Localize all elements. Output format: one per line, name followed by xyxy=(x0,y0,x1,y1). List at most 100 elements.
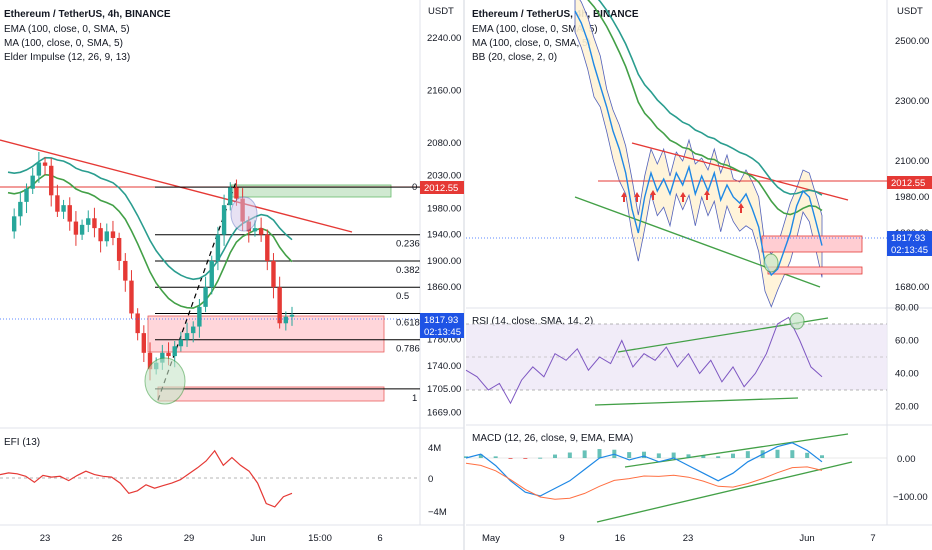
fib-level-label: 0.5 xyxy=(396,291,409,302)
right-rsi-line xyxy=(465,316,823,405)
right-bollinger-band xyxy=(574,0,823,308)
candle-body xyxy=(18,201,23,217)
right-rsi-circle-marker xyxy=(789,312,805,330)
left-price-tick: 1740.00 xyxy=(427,361,461,372)
candle-body xyxy=(141,333,147,353)
left-efi-label[interactable]: EFI (13) xyxy=(4,437,40,448)
candle-body xyxy=(36,162,42,176)
left-price-tick: 1705.00 xyxy=(427,384,461,395)
candle-body xyxy=(24,188,29,202)
left-price-tag xyxy=(420,313,464,338)
right-time-axis[interactable]: May 9 16 23 Jun 7 xyxy=(482,533,876,544)
up-arrow-marker xyxy=(704,190,710,200)
macd-histogram-bar xyxy=(656,453,661,458)
right-price-tick: 2100.00 xyxy=(895,156,929,167)
candle-body xyxy=(42,162,48,166)
left-time-tick: 23 xyxy=(40,533,51,544)
candle-body xyxy=(49,165,54,196)
left-price-tick: 1669.00 xyxy=(427,408,461,419)
left-price-tick: 1780.00 xyxy=(427,335,461,346)
candle-body xyxy=(79,224,85,235)
left-price-tick: 2240.00 xyxy=(427,33,461,44)
candle-body xyxy=(30,175,35,189)
candle-body xyxy=(104,231,109,242)
right-indicator-ema[interactable]: EMA (100, close, 0, SMA, 5) xyxy=(472,24,598,35)
left-price-axis[interactable]: 2240.00 2160.00 2080.00 2030.00 1980.00 1940.… xyxy=(427,33,461,419)
right-red-zone-lower xyxy=(767,266,863,275)
left-time-axis[interactable]: 23 26 29 Jun 15:00 6 xyxy=(40,533,383,544)
right-rsi-tick: 80.00 xyxy=(895,303,919,314)
candle-body xyxy=(86,218,91,225)
candle-body xyxy=(271,260,276,288)
macd-histogram-bar xyxy=(553,454,557,458)
right-indicator-ma[interactable]: MA (100, close, 0, SMA, 5) xyxy=(472,38,591,49)
macd-histogram-bar xyxy=(642,451,646,458)
candle-body xyxy=(265,234,270,261)
fib-level-label: 0.618 xyxy=(396,317,420,328)
left-indicator-ema[interactable]: EMA (100, close, 0, SMA, 5) xyxy=(4,24,130,35)
candle-body xyxy=(123,260,128,281)
macd-histogram-bar xyxy=(820,455,824,458)
up-arrow-marker xyxy=(621,192,627,202)
right-time-tick: 23 xyxy=(683,533,694,544)
candle-body xyxy=(234,187,239,199)
right-chart-panel[interactable]: Ethereum / TetherUS, 4h, BINANCE EMA (10… xyxy=(464,0,932,544)
macd-histogram-bar xyxy=(686,454,691,458)
candle-body xyxy=(166,352,171,357)
right-ma-line xyxy=(587,0,823,216)
right-macd-line xyxy=(465,442,823,497)
macd-histogram-bar xyxy=(731,453,735,458)
candle-body xyxy=(209,260,214,288)
right-indicator-bb[interactable]: BB (20, close, 2, 0) xyxy=(472,52,557,63)
left-price-tag-text: 1817.93 xyxy=(424,315,458,326)
right-signal-line xyxy=(465,462,823,500)
macd-histogram-bar xyxy=(508,458,513,459)
left-indicator-ma[interactable]: MA (100, close, 0, SMA, 5) xyxy=(4,38,123,49)
right-price-tick: 2300.00 xyxy=(895,96,929,107)
candle-body xyxy=(252,228,258,232)
candle-body xyxy=(178,339,184,347)
candle-body xyxy=(203,287,208,307)
candle-body xyxy=(289,314,295,317)
candle-body xyxy=(184,333,190,340)
macd-histogram-bar xyxy=(627,452,632,458)
right-rsi-tick: 60.00 xyxy=(895,336,919,347)
right-rsi-tick: 20.00 xyxy=(895,402,919,413)
left-red-zone-upper xyxy=(147,315,385,353)
left-time-tick: 15:00 xyxy=(308,533,332,544)
left-price-tick: 1860.00 xyxy=(427,282,461,293)
candle-body xyxy=(116,237,122,261)
right-macd-label[interactable]: MACD (12, 26, close, 9, EMA, EMA) xyxy=(472,433,633,444)
fib-level-label: 0.786 xyxy=(396,344,420,355)
right-rsi-axis: 80.00 60.00 40.00 20.00 xyxy=(895,303,919,413)
macd-histogram-bar xyxy=(597,449,602,458)
left-level-tag-text: 2012.55 xyxy=(424,183,458,194)
left-chart-panel[interactable]: Ethereum / TetherUS, 4h, BINANCE EMA (10… xyxy=(0,0,464,544)
right-time-tick: May xyxy=(482,533,500,544)
left-time-tick: 29 xyxy=(184,533,195,544)
right-chart-title: Ethereum / TetherUS, 4h, BINANCE xyxy=(472,9,639,20)
right-up-arrows xyxy=(621,190,744,213)
right-price-tick: 2500.00 xyxy=(895,36,929,47)
left-price-tick: 1940.00 xyxy=(427,230,461,241)
right-currency-label: USDT xyxy=(897,6,923,17)
left-ma-line xyxy=(7,173,293,309)
left-countdown-text: 02:13:45 xyxy=(424,327,461,338)
left-price-tick: 2080.00 xyxy=(427,138,461,149)
right-rsi-label[interactable]: RSI (14, close, SMA, 14, 2) xyxy=(472,316,593,327)
macd-histogram-bar xyxy=(567,452,572,458)
right-macd-lower-trendline xyxy=(596,461,853,523)
candle-body xyxy=(191,326,196,334)
right-level-tag xyxy=(887,176,932,189)
up-arrow-marker xyxy=(680,192,686,202)
macd-histogram-bar xyxy=(493,456,498,458)
right-price-tag xyxy=(887,231,932,256)
candle-body xyxy=(258,228,264,235)
macd-histogram-bar xyxy=(805,452,810,458)
left-indicator-elder[interactable]: Elder Impulse (12, 26, 9, 13) xyxy=(4,52,130,63)
candle-body xyxy=(135,313,140,334)
left-fib-retracement[interactable]: 0 0.236 0.382 0.5 0.618 0.786 1 xyxy=(155,182,420,404)
left-level-tag xyxy=(420,181,464,194)
left-efi-tick-zero: 0 xyxy=(428,474,433,485)
fib-level-label: 0.236 xyxy=(396,239,420,250)
